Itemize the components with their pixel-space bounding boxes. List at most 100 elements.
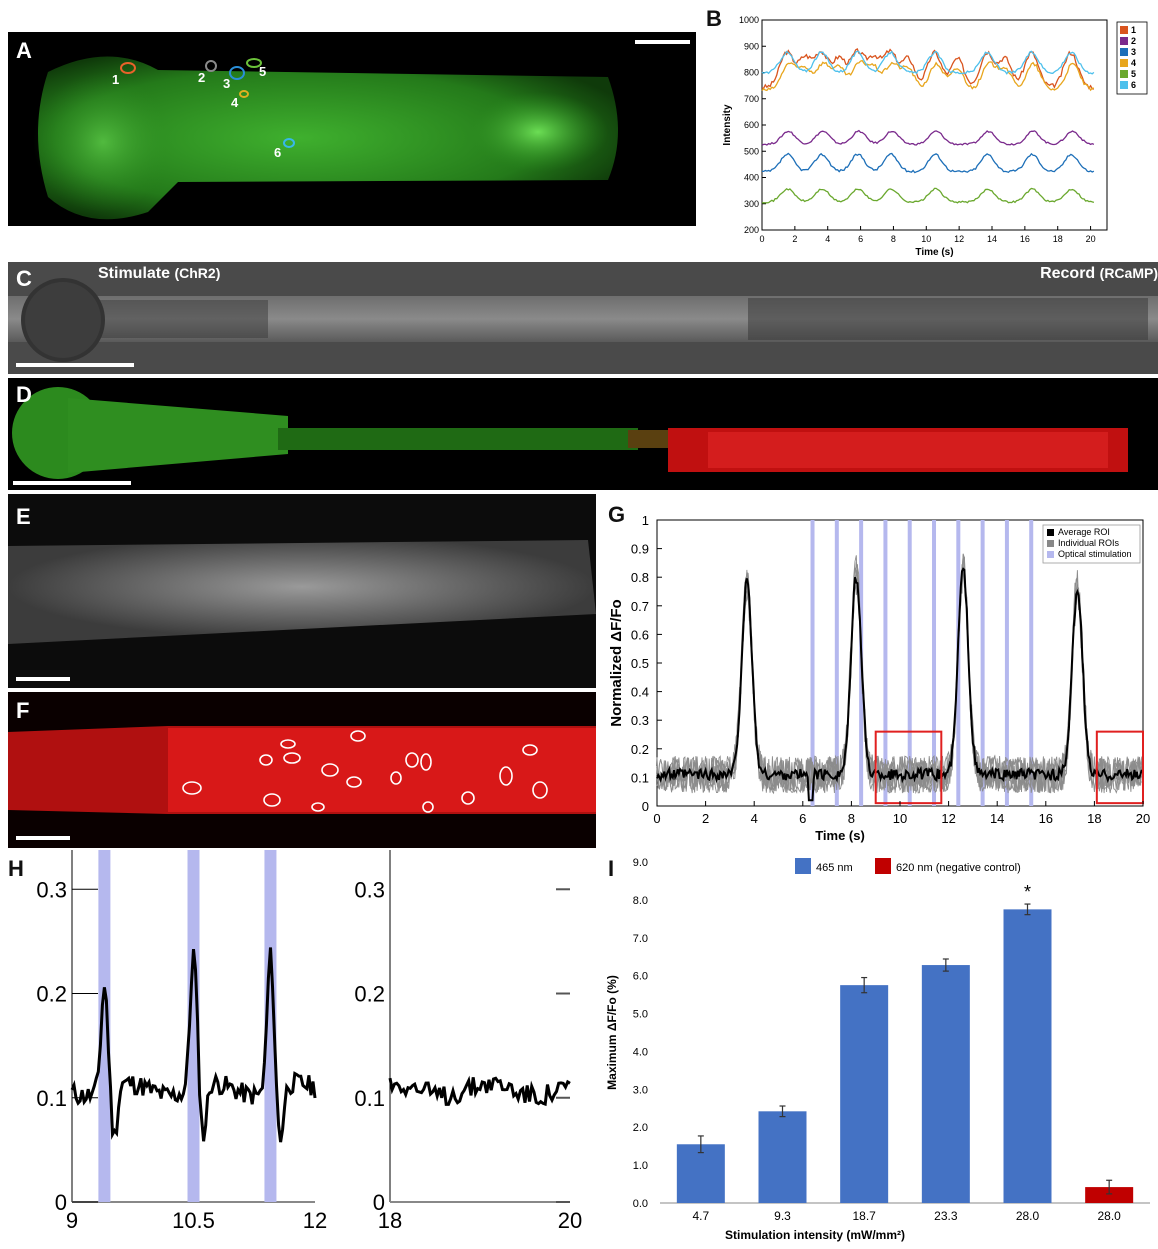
x-tick-label: 16 <box>1039 811 1053 826</box>
y-tick-label: 0.7 <box>631 599 649 614</box>
highlight-box <box>1095 730 1144 805</box>
x-tick-label: 18.7 <box>852 1209 876 1223</box>
y-tick-label: 5.0 <box>633 1009 648 1021</box>
stimulation-bar <box>1029 520 1034 806</box>
x-axis-label: Time (s) <box>815 828 865 843</box>
y-tick-label: 300 <box>744 199 759 209</box>
y-tick-label: 0.3 <box>36 877 67 902</box>
roi-label-4: 4 <box>231 95 239 110</box>
roi-1: 1 <box>112 62 136 87</box>
y-tick-label: 1 <box>642 513 649 528</box>
stimulate-caption: Stimulate (ChR2) <box>98 265 220 283</box>
x-axis-label: Time (s) <box>915 247 953 258</box>
y-tick-label: 0.1 <box>36 1086 67 1111</box>
y-tick-label: 0.2 <box>354 982 385 1007</box>
record-title: Record <box>1040 265 1096 282</box>
y-tick-label: 500 <box>744 146 759 156</box>
roi-label-5: 5 <box>259 64 266 79</box>
series-line-2 <box>761 129 1095 146</box>
bar <box>840 985 889 1203</box>
legend-label: Optical stimulation <box>1058 549 1132 559</box>
average-roi-trace <box>70 947 317 1143</box>
x-tick-label: 2 <box>792 234 797 244</box>
x-tick-label: 0 <box>759 234 764 244</box>
panel-f-label: F <box>16 698 30 723</box>
y-tick-label: 0.4 <box>631 685 649 700</box>
y-tick-label: 0.9 <box>631 542 649 557</box>
stimulation-bar <box>907 520 912 806</box>
legend-swatch-3 <box>1120 48 1128 56</box>
x-tick-label: 18 <box>1087 811 1101 826</box>
x-tick-label: 12 <box>941 811 955 826</box>
y-tick-label: 800 <box>744 68 759 78</box>
legend-swatch <box>795 858 811 874</box>
panel-a: A 1 2 3 4 5 6 <box>8 32 696 226</box>
x-tick-label: 20 <box>1086 234 1096 244</box>
panel-c-label: C <box>16 266 32 291</box>
panel-g-chart: 0 2 4 6 8 10 12 14 16 18 20 0 0.1 0.2 0.3 0.4 0.5 0.6 0.7 0… <box>608 513 1150 843</box>
x-tick-label: 9.3 <box>774 1209 791 1223</box>
bar <box>1003 909 1052 1203</box>
stimulation-bar <box>98 850 111 1202</box>
legend-swatch-2 <box>1120 37 1128 45</box>
y-tick-label: 1.0 <box>633 1160 648 1172</box>
stimulate-sub: (ChR2) <box>174 265 221 281</box>
x-tick-label: 10.5 <box>172 1208 215 1233</box>
x-tick-label: 4 <box>825 234 830 244</box>
panel-e-image <box>8 494 596 688</box>
legend-label-2: 2 <box>1131 36 1136 46</box>
panel-a-label: A <box>16 38 32 63</box>
stimulation-bar <box>810 520 815 806</box>
y-tick-label: 0 <box>642 799 649 814</box>
panel-b-chart: 0 2 4 6 8 10 12 14 16 18 2020030040050060070080090… <box>722 15 1148 258</box>
roi-4: 4 <box>231 90 249 110</box>
x-tick-label: 12 <box>303 1208 327 1233</box>
roi-label-3: 3 <box>223 76 230 91</box>
y-tick-label: 0 <box>55 1190 67 1215</box>
stimulation-bar <box>834 520 839 806</box>
legend-swatch <box>1047 540 1054 547</box>
bar <box>921 965 970 1203</box>
roi-6: 6 <box>274 138 295 160</box>
stimulation-bar <box>1004 520 1009 806</box>
y-tick-label: 0.3 <box>631 713 649 728</box>
panel-i-chart: 0.0 1.0 2.0 3.0 4.0 5.0 6.0 7.0 8.0 9.0 4.7 9.3 18.7… <box>605 857 1150 1242</box>
bar <box>758 1111 807 1203</box>
y-tick-label: 0.1 <box>631 770 649 785</box>
average-roi-trace <box>656 567 1143 802</box>
plot-frame <box>761 19 1108 231</box>
y-tick-label: 7.0 <box>633 933 648 945</box>
y-tick-label: 4.0 <box>633 1046 648 1058</box>
y-tick-label: 0.6 <box>631 627 649 642</box>
y-tick-label: 0.5 <box>631 656 649 671</box>
panel-c: C Stimulate (ChR2) Record (RCaMP) <box>8 262 1158 374</box>
legend-label-5: 5 <box>1131 69 1136 79</box>
roi-outlines <box>182 730 548 813</box>
x-tick-label: 0 <box>653 811 660 826</box>
series-line-1 <box>761 47 1095 90</box>
panel-b-label: B <box>706 6 722 31</box>
x-tick-label: 4 <box>751 811 758 826</box>
y-tick-label: 2.0 <box>633 1122 648 1134</box>
panel-f: F <box>8 692 596 848</box>
y-tick-label: 9.0 <box>633 857 648 869</box>
stimulation-bar <box>264 850 277 1202</box>
y-tick-label: 0.1 <box>354 1086 385 1111</box>
roi-3: 3 <box>223 66 245 91</box>
legend-label: Average ROI <box>1058 527 1110 537</box>
record-sub: (RCaMP) <box>1099 265 1158 281</box>
legend-label: Individual ROIs <box>1058 538 1120 548</box>
bar <box>676 1144 725 1203</box>
legend-box <box>1042 524 1141 564</box>
panel-c-image <box>8 262 1158 374</box>
y-axis-label: Normalized ΔF/Fo <box>608 599 625 726</box>
roi-2: 2 <box>198 60 217 85</box>
legend-swatch-4 <box>1120 59 1128 67</box>
x-axis-label: Stimulation intensity (mW/mm²) <box>725 1228 905 1242</box>
y-tick-label: 0 <box>373 1190 385 1215</box>
y-tick-label: 1000 <box>739 15 759 25</box>
record-caption: Record (RCaMP) <box>1040 265 1158 283</box>
y-tick-label: 400 <box>744 173 759 183</box>
panel-h-chart: 0 0.1 0.2 0.3 9 10.5 12 0 0.1 0.2 0.3 18 20 <box>36 850 582 1233</box>
highlight-box <box>874 730 943 805</box>
